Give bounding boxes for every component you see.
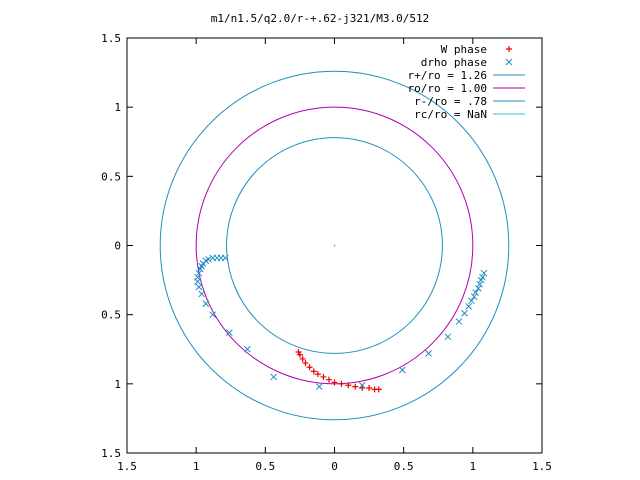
drho-phase-point [315,383,323,390]
data-points [194,244,488,393]
axis-ticks: 1.5 1 0.5 0 0.5 1 1.51.510.500.511.5 [101,32,552,473]
drho-phase-point [470,293,478,301]
x-tick-label: 1.5 [117,460,137,473]
w-phase-point [359,384,366,391]
legend-label: ro/ro = 1.00 [408,82,487,95]
y-tick-label: 0 [114,240,121,253]
y-tick-label: 1.5 [101,32,121,45]
y-tick-label: 0.5 [101,170,121,183]
legend-label: W phase [441,43,487,56]
x-tick-label: 0 [331,460,338,473]
drho-phase-point [194,278,201,285]
drho-phase-point [243,345,251,353]
w-phase-point [366,384,373,391]
circle-curve [226,137,443,354]
drho-phase-point [209,254,217,262]
drho-phase-point [480,269,488,277]
w-phase-point [302,360,309,367]
drho-phase-point [465,303,473,310]
drho-phase-point [226,329,233,337]
drho-phase-point [209,311,217,319]
drho-phase-point [455,318,463,325]
legend-marker [505,58,513,66]
drho-phase-point [195,283,203,291]
y-tick-label: 0.5 [101,309,121,322]
w-phase-point [375,386,382,393]
legend-label: rc/ro = NaN [414,108,487,121]
w-phase-point [352,383,359,390]
drho-phase-point [468,297,475,305]
w-phase-point [296,351,303,358]
legend-label: drho phase [421,56,487,69]
w-phase-point [299,355,306,362]
legend-marker [506,46,512,52]
legend-label: r+/ro = 1.26 [408,69,487,82]
legend-label: r-/ro = .78 [414,95,487,108]
drho-phase-point [472,289,479,296]
x-tick-label: 0.5 [394,460,414,473]
w-phase-point [345,382,352,389]
drho-phase-point [358,381,366,389]
drho-phase-point [398,366,406,374]
x-tick-label: 1.5 [532,460,552,473]
w-phase-point [310,368,317,375]
x-tick-label: 1 [470,460,477,473]
drho-phase-point [195,269,203,277]
drho-phase-point [202,300,210,307]
drho-phase-point [425,350,432,357]
w-phase-point [320,373,327,380]
drho-phase-point [461,309,468,317]
y-tick-label: 1.5 [101,447,121,460]
x-tick-label: 1 [193,460,200,473]
chart-title: m1/n1.5/q2.0/r-+.62-j321/M3.0/512 [211,12,430,25]
drho-phase-point [476,280,484,288]
w-phase-point [295,349,302,356]
drho-phase-point [270,373,277,381]
origin-point [333,244,336,247]
drho-phase-point [444,333,452,341]
drho-phase-point [196,265,204,273]
drho-phase-point [479,273,486,281]
y-tick-label: 1 [114,101,121,114]
w-phase-point [306,364,313,371]
drho-phase-point [475,285,482,292]
w-phase-point [314,371,321,378]
w-phase-point [325,376,332,383]
y-tick-label: 1 [114,378,121,391]
w-phase-point [331,379,338,386]
w-phase-point [338,380,345,387]
x-tick-label: 0.5 [255,460,275,473]
circle-curve [159,70,510,421]
circle-curves [159,70,510,421]
drho-phase-point [198,290,206,298]
